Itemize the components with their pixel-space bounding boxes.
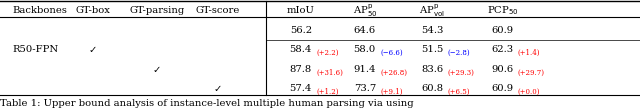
Text: (+29.3): (+29.3) [447,69,474,77]
Text: 83.6: 83.6 [421,65,443,74]
Text: 58.4: 58.4 [290,45,312,54]
Text: (+2.2): (+2.2) [317,49,339,57]
Text: (+31.6): (+31.6) [316,69,343,77]
Text: $\checkmark$: $\checkmark$ [213,84,222,93]
Text: GT-box: GT-box [76,6,110,15]
Text: (−6.6): (−6.6) [380,49,403,57]
Text: 87.8: 87.8 [290,65,312,74]
Text: $\checkmark$: $\checkmark$ [152,65,161,74]
Text: 51.5: 51.5 [421,45,443,54]
Text: 91.4: 91.4 [353,65,376,74]
Text: GT-parsing: GT-parsing [129,6,184,15]
Text: (−2.8): (−2.8) [448,49,470,57]
Text: Table 1: Upper bound analysis of instance-level multiple human parsing via using: Table 1: Upper bound analysis of instanc… [0,99,413,107]
Text: GT-score: GT-score [195,6,240,15]
Text: 60.9: 60.9 [492,26,513,35]
Text: (+0.0): (+0.0) [518,88,540,96]
Text: AP$^{\rm p}_{50}$: AP$^{\rm p}_{50}$ [353,3,377,19]
Text: R50-FPN: R50-FPN [13,45,59,54]
Text: (+1.4): (+1.4) [518,49,540,57]
Text: 54.3: 54.3 [421,26,443,35]
Text: 56.2: 56.2 [290,26,312,35]
Text: 58.0: 58.0 [354,45,376,54]
Text: PCP$_{50}$: PCP$_{50}$ [486,4,518,17]
Text: (+26.8): (+26.8) [381,69,408,77]
Text: Backbones: Backbones [13,6,68,15]
Text: 64.6: 64.6 [354,26,376,35]
Text: 90.6: 90.6 [492,65,513,74]
Text: AP$^{\rm p}_{\rm vol}$: AP$^{\rm p}_{\rm vol}$ [419,3,445,19]
Text: 57.4: 57.4 [290,84,312,93]
Text: 73.7: 73.7 [354,84,376,93]
Text: $\checkmark$: $\checkmark$ [88,45,97,54]
Text: 60.9: 60.9 [492,84,513,93]
Text: (+1.2): (+1.2) [317,88,339,96]
Text: (+6.5): (+6.5) [447,88,470,96]
Text: (+9.1): (+9.1) [380,88,403,96]
Text: 62.3: 62.3 [492,45,513,54]
Text: (+29.7): (+29.7) [518,69,545,77]
Text: mIoU: mIoU [287,6,315,15]
Text: 60.8: 60.8 [421,84,443,93]
